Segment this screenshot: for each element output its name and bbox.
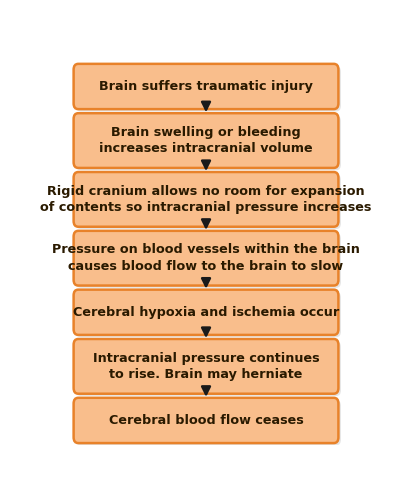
FancyBboxPatch shape bbox=[76, 66, 340, 112]
FancyBboxPatch shape bbox=[73, 398, 338, 443]
Text: Rigid cranium allows no room for expansion
of contents so intracranial pressure : Rigid cranium allows no room for expansi… bbox=[40, 184, 371, 214]
FancyBboxPatch shape bbox=[73, 290, 338, 335]
Text: Pressure on blood vessels within the brain
causes blood flow to the brain to slo: Pressure on blood vessels within the bra… bbox=[52, 244, 359, 273]
FancyBboxPatch shape bbox=[73, 113, 338, 168]
FancyBboxPatch shape bbox=[73, 339, 338, 394]
Text: Cerebral blood flow ceases: Cerebral blood flow ceases bbox=[108, 414, 303, 427]
FancyBboxPatch shape bbox=[76, 233, 340, 288]
FancyBboxPatch shape bbox=[73, 172, 338, 227]
FancyBboxPatch shape bbox=[73, 64, 338, 109]
FancyBboxPatch shape bbox=[76, 116, 340, 170]
FancyBboxPatch shape bbox=[73, 231, 338, 285]
Text: Brain swelling or bleeding
increases intracranial volume: Brain swelling or bleeding increases int… bbox=[99, 126, 312, 156]
FancyBboxPatch shape bbox=[76, 400, 340, 446]
Text: Cerebral hypoxia and ischemia occur: Cerebral hypoxia and ischemia occur bbox=[73, 306, 338, 319]
FancyBboxPatch shape bbox=[76, 174, 340, 229]
Text: Brain suffers traumatic injury: Brain suffers traumatic injury bbox=[99, 80, 312, 93]
FancyBboxPatch shape bbox=[76, 342, 340, 396]
Text: Intracranial pressure continues
to rise. Brain may herniate: Intracranial pressure continues to rise.… bbox=[93, 352, 318, 381]
FancyBboxPatch shape bbox=[76, 292, 340, 337]
